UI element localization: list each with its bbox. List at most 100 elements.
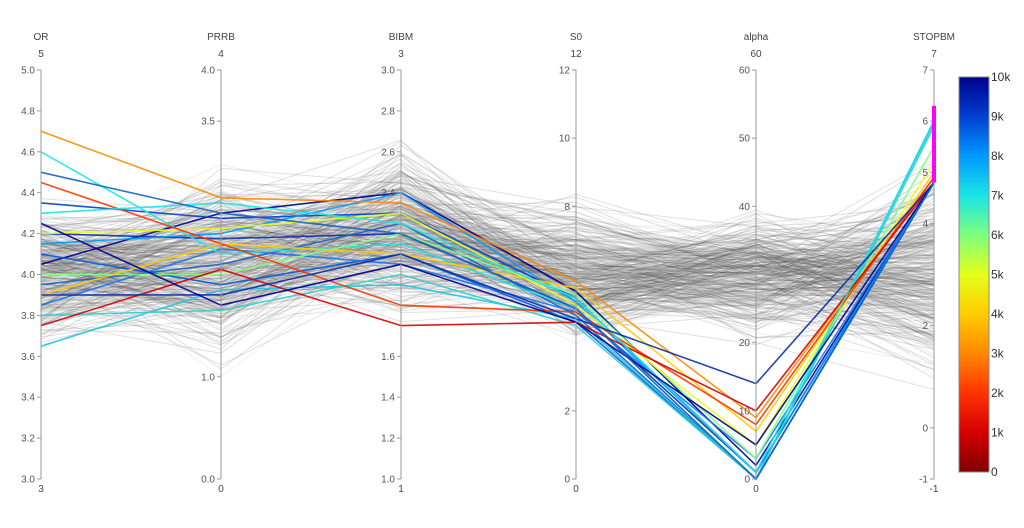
context-line [40, 162, 935, 295]
context-line [40, 180, 935, 319]
context-line [40, 247, 935, 333]
axis-tick-label: 0 [744, 475, 750, 486]
axis-bottom-label: 0 [218, 484, 224, 495]
context-line [40, 202, 935, 338]
context-line [40, 226, 935, 358]
context-line [40, 242, 935, 307]
context-line [40, 225, 935, 311]
highlighted-line [40, 161, 935, 447]
context-line [40, 262, 935, 366]
highlighted-line [41, 146, 935, 460]
context-line [40, 184, 935, 325]
axis-bibm[interactable]: BIBM 3 11.0 1.2 1.4 1.6 2.4 2.6 2.8 3.0 [381, 32, 413, 495]
axis-tick-label: 8 [564, 202, 570, 213]
context-line [40, 174, 935, 310]
context-line [40, 200, 935, 287]
context-line [40, 225, 935, 377]
context-line [40, 181, 935, 339]
axis-tick-label: 0.0 [201, 475, 215, 486]
context-line [40, 206, 935, 310]
context-line [40, 233, 935, 335]
context-line [40, 224, 935, 302]
context-line [40, 194, 935, 305]
highlighted-line [40, 182, 935, 447]
context-line [40, 177, 935, 350]
context-line [40, 188, 935, 338]
axis-tick-label: 7 [922, 66, 928, 77]
axis-tick-label: 1.4 [381, 393, 395, 404]
context-line [40, 238, 935, 339]
context-line [40, 193, 935, 324]
context-line [40, 170, 935, 306]
highlighted-line [40, 176, 935, 426]
axis-or[interactable]: OR 5 33.0 3.2 3.4 3.6 3.8 4.0 4.2 4.4 4.6 4.8 5.0 [21, 32, 48, 495]
context-line [40, 217, 935, 299]
axis-top-label: 12 [570, 49, 582, 60]
highlighted-line [40, 182, 935, 474]
context-line [40, 212, 935, 322]
context-line [40, 170, 935, 291]
context-line [40, 246, 935, 306]
axis-top-label: 5 [38, 49, 44, 60]
context-line [40, 232, 935, 297]
axis-alpha[interactable]: alpha 60 00 10 20 40 50 60 [739, 32, 769, 495]
context-line [40, 248, 935, 311]
context-line [40, 208, 935, 308]
context-line [40, 256, 935, 343]
axis-tick-label: 2.6 [381, 147, 395, 158]
context-line [40, 178, 935, 346]
context-line [40, 203, 935, 339]
context-line [40, 192, 935, 308]
context-line [40, 192, 935, 323]
axis-top-label: 3 [398, 49, 404, 60]
context-line [40, 174, 935, 338]
context-line [40, 239, 935, 286]
context-line [40, 152, 935, 324]
axis-name: S0 [570, 32, 583, 43]
axis-name: BIBM [389, 32, 413, 43]
context-lines [40, 139, 935, 390]
highlighted-lines [40, 120, 935, 481]
context-line [40, 218, 935, 311]
context-line [40, 172, 935, 261]
context-line [40, 209, 935, 317]
context-line [40, 154, 935, 316]
context-line [40, 210, 935, 285]
axis-tick-label: 2 [922, 321, 928, 332]
colorbar-tick-label: 8k [991, 149, 1005, 163]
context-line [40, 212, 935, 281]
axis-brush[interactable] [932, 105, 936, 183]
context-line [40, 166, 935, 290]
axis-tick-label: 3.6 [21, 352, 35, 363]
axis-tick-label: 5 [922, 168, 928, 179]
context-line [40, 244, 935, 307]
axis-tick-label: 4 [922, 219, 928, 230]
context-line [40, 154, 935, 319]
context-line [40, 187, 935, 290]
context-line [40, 261, 935, 320]
context-line [40, 171, 935, 306]
context-line [40, 175, 935, 307]
axis-prrb[interactable]: PRRB 4 00.0 1.0 3.5 4.0 [201, 32, 235, 495]
context-line [40, 182, 935, 271]
context-line [40, 208, 935, 290]
axis-name: PRRB [207, 32, 235, 43]
axis-tick-label: 3.0 [21, 475, 35, 486]
context-line [40, 196, 935, 303]
axis-tick-label: 60 [739, 66, 751, 77]
context-line [40, 161, 935, 273]
axis-bottom-label: -1 [930, 484, 939, 495]
context-line [40, 223, 935, 336]
axis-s0[interactable]: S0 12 00 2 8 10 12 [559, 32, 583, 495]
context-line [40, 203, 935, 365]
context-line [40, 222, 935, 343]
context-line [40, 235, 935, 324]
context-line [40, 213, 935, 318]
context-line [40, 234, 935, 315]
axis-tick-label: 0 [564, 475, 570, 486]
context-line [40, 227, 935, 319]
colorbar-tick-label: 10k [991, 70, 1011, 84]
context-line [40, 247, 935, 331]
context-line [40, 233, 935, 313]
